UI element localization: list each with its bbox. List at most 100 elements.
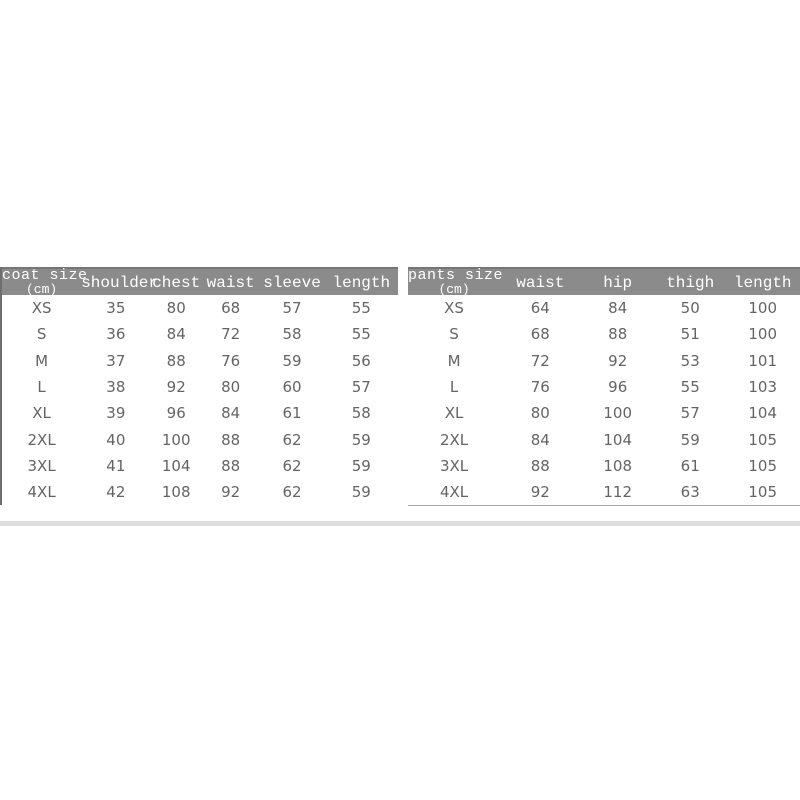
value-cell: 88 bbox=[221, 430, 241, 449]
value-cell: 62 bbox=[282, 456, 302, 475]
size-label: 4XL bbox=[27, 483, 56, 502]
table-row: XL 39 96 84 61 58 bbox=[2, 400, 398, 426]
coat-table-title: coat size (cm) bbox=[2, 267, 88, 297]
table-row: S 68 88 51 100 bbox=[408, 321, 800, 347]
value-cell: 101 bbox=[748, 351, 778, 370]
table-row: 2XL 40 100 88 62 59 bbox=[2, 426, 398, 452]
column-header-thigh: thigh bbox=[666, 274, 715, 292]
value-cell: 108 bbox=[603, 456, 633, 475]
value-cell: 88 bbox=[530, 456, 550, 475]
value-cell: 62 bbox=[282, 430, 302, 449]
value-cell: 92 bbox=[166, 378, 186, 397]
size-label: M bbox=[35, 351, 49, 370]
value-cell: 50 bbox=[680, 299, 700, 318]
value-cell: 100 bbox=[603, 404, 633, 423]
value-cell: 80 bbox=[221, 378, 241, 397]
value-cell: 61 bbox=[282, 404, 302, 423]
value-cell: 59 bbox=[351, 483, 371, 502]
column-header-waist: waist bbox=[206, 274, 255, 292]
coat-size-table: coat size (cm) shoulder chest waist sleeve l… bbox=[0, 267, 398, 506]
size-label: 3XL bbox=[27, 456, 56, 475]
size-label: 2XL bbox=[439, 430, 469, 449]
column-header-chest: chest bbox=[152, 274, 201, 292]
table-row: S 36 84 72 58 55 bbox=[2, 321, 398, 347]
value-cell: 96 bbox=[166, 404, 186, 423]
value-cell: 40 bbox=[106, 430, 126, 449]
coat-table-body: XS 35 80 68 57 55 S 36 84 72 58 55 M 37 88 76 59 56 L 38 92 8… bbox=[2, 295, 398, 505]
value-cell: 84 bbox=[166, 325, 186, 344]
value-cell: 51 bbox=[680, 325, 700, 344]
size-label: L bbox=[449, 378, 459, 397]
value-cell: 55 bbox=[680, 378, 700, 397]
size-label: 4XL bbox=[439, 483, 469, 502]
value-cell: 56 bbox=[351, 351, 371, 370]
table-row: M 37 88 76 59 56 bbox=[2, 348, 398, 374]
value-cell: 80 bbox=[530, 404, 550, 423]
value-cell: 104 bbox=[161, 456, 191, 475]
size-label: S bbox=[36, 325, 47, 344]
value-cell: 59 bbox=[351, 430, 371, 449]
value-cell: 61 bbox=[680, 456, 700, 475]
value-cell: 100 bbox=[161, 430, 191, 449]
value-cell: 68 bbox=[221, 299, 241, 318]
value-cell: 80 bbox=[166, 299, 186, 318]
value-cell: 62 bbox=[282, 483, 302, 502]
value-cell: 84 bbox=[530, 430, 550, 449]
value-cell: 72 bbox=[221, 325, 241, 344]
pants-table-body: XS 64 84 50 100 S 68 88 51 100 M 72 92 53 101 L 76 96 55 10… bbox=[408, 295, 800, 507]
value-cell: 105 bbox=[748, 456, 778, 475]
value-cell: 57 bbox=[680, 404, 700, 423]
coat-table-title-text: coat size bbox=[2, 267, 88, 284]
coat-table-unit: (cm) bbox=[25, 282, 58, 297]
value-cell: 100 bbox=[748, 299, 778, 318]
value-cell: 35 bbox=[106, 299, 126, 318]
table-row: 4XL 92 112 63 105 bbox=[408, 479, 800, 505]
value-cell: 72 bbox=[530, 351, 550, 370]
value-cell: 57 bbox=[351, 378, 371, 397]
size-label: XL bbox=[32, 404, 51, 423]
value-cell: 84 bbox=[221, 404, 241, 423]
table-row: XS 35 80 68 57 55 bbox=[2, 295, 398, 321]
value-cell: 88 bbox=[166, 351, 186, 370]
table-row: 2XL 84 104 59 105 bbox=[408, 426, 800, 452]
table-row: 3XL 88 108 61 105 bbox=[408, 453, 800, 479]
value-cell: 38 bbox=[106, 378, 126, 397]
table-row: L 76 96 55 103 bbox=[408, 374, 800, 400]
table-row: 3XL 41 104 88 62 59 bbox=[2, 453, 398, 479]
value-cell: 58 bbox=[351, 404, 371, 423]
value-cell: 104 bbox=[748, 404, 778, 423]
value-cell: 64 bbox=[530, 299, 550, 318]
value-cell: 60 bbox=[282, 378, 302, 397]
column-header-waist: waist bbox=[516, 274, 565, 292]
value-cell: 41 bbox=[106, 456, 126, 475]
table-row: XL 80 100 57 104 bbox=[408, 400, 800, 426]
value-cell: 103 bbox=[748, 378, 778, 397]
table-row: M 72 92 53 101 bbox=[408, 348, 800, 374]
value-cell: 104 bbox=[603, 430, 633, 449]
size-label: XS bbox=[31, 299, 52, 318]
value-cell: 58 bbox=[282, 325, 302, 344]
value-cell: 42 bbox=[106, 483, 126, 502]
value-cell: 53 bbox=[680, 351, 700, 370]
value-cell: 100 bbox=[748, 325, 778, 344]
size-label: 2XL bbox=[27, 430, 56, 449]
size-label: M bbox=[447, 351, 461, 370]
value-cell: 76 bbox=[530, 378, 550, 397]
value-cell: 88 bbox=[608, 325, 628, 344]
value-cell: 68 bbox=[530, 325, 550, 344]
value-cell: 37 bbox=[106, 351, 126, 370]
value-cell: 92 bbox=[530, 483, 550, 502]
value-cell: 105 bbox=[748, 430, 778, 449]
value-cell: 39 bbox=[106, 404, 126, 423]
value-cell: 92 bbox=[221, 483, 241, 502]
pants-table-unit: (cm) bbox=[438, 282, 470, 297]
size-label: XS bbox=[444, 299, 464, 318]
value-cell: 76 bbox=[221, 351, 241, 370]
value-cell: 112 bbox=[603, 483, 633, 502]
pants-table-title: pants size (cm) bbox=[408, 268, 503, 297]
size-label: XL bbox=[444, 404, 464, 423]
column-header-length: length bbox=[332, 274, 391, 292]
coat-table-header: coat size (cm) shoulder chest waist sleeve l… bbox=[2, 267, 398, 297]
column-header-length: length bbox=[733, 274, 792, 292]
